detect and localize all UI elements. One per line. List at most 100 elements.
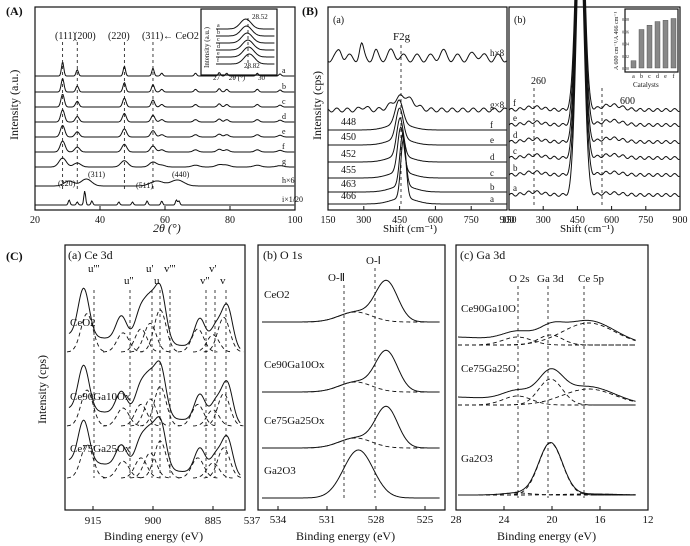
xrd-curve-i×1/20 [35, 190, 295, 206]
inset-series-label-2: c [217, 37, 220, 43]
xrd-curve-g [35, 157, 295, 168]
ratio-inset-xlabel: Catalysts [633, 81, 659, 89]
ratio-bar-label-a: a [632, 74, 635, 80]
ce3d-peak-label-2: u' [146, 263, 154, 275]
raman-curve-f [328, 99, 507, 131]
mark-260: 260 [531, 76, 546, 87]
ba-x-ticklabel-0: 150 [321, 215, 336, 226]
ga3d-curve-0 [458, 319, 636, 341]
o1s-fit-o2-2 [262, 437, 440, 449]
panel-c-b-xlabel: Binding energy (eV) [296, 529, 395, 543]
bb-x-ticklabel-0: 150 [502, 215, 517, 226]
defect-curve-a [508, 0, 680, 198]
ce3d-fit-1-7 [203, 393, 244, 427]
xrd-curve-a [35, 62, 295, 77]
ga3d-sample-0: Ce90Ga10O [461, 303, 516, 315]
ba-x-ticklabel-4: 750 [464, 215, 479, 226]
bb-x-ticklabel-1: 300 [536, 215, 551, 226]
ga3d-fit-0-0 [458, 336, 636, 346]
ce3d-fit-1-4 [140, 385, 180, 427]
panel-c-b-frame [257, 244, 446, 511]
panel-b-a-frame [327, 6, 508, 211]
inset-curve-e [216, 46, 275, 58]
xrd-curve-h×6 [35, 178, 295, 187]
ce3d-fit-2-6 [193, 462, 233, 479]
panel-c-label: (C) [6, 249, 23, 263]
inset-curve-a [216, 18, 275, 30]
o1s-sample-0: CeO2 [264, 289, 290, 301]
ce3d-fit-2-3 [130, 452, 170, 479]
xrd-series-label-4: e [282, 127, 286, 136]
ratio-ytick-0: 0.00 [622, 66, 629, 71]
cc-x-ticklabel-0: 28 [451, 514, 463, 526]
raman-curve-g×8 [327, 94, 507, 113]
inset-tick-27: 27 [213, 74, 221, 82]
ce3d-fit-2-7 [203, 447, 244, 479]
inset-curve-d [216, 39, 275, 51]
panel-c-a-frame [64, 244, 246, 511]
raman-series-label-2: f [490, 120, 493, 130]
ce3d-peak-label-5: v'' [200, 275, 209, 287]
ce5p-label: Ce 5p [578, 273, 604, 285]
panel-b-a-sub: (a) [333, 15, 344, 26]
ce3d-fit-0-2 [120, 328, 161, 353]
o1s-sample-1: Ce90Ga10Ox [264, 359, 325, 371]
o1-label: O-Ⅰ [366, 255, 381, 267]
inset-series-label-0: a [217, 23, 220, 29]
defect-curve-e [508, 0, 680, 128]
a-x-ticklabel-1: 40 [95, 215, 105, 226]
xrd-series-label-8: i×1/20 [282, 195, 303, 204]
ga-peak-511: (511) [136, 181, 153, 190]
raman-series-label-0: h×8 [490, 48, 505, 58]
panel-a-ylabel: Intensity (a.u.) [7, 70, 21, 140]
raman-peak-value-2: 452 [341, 149, 356, 160]
o1s-fit-o2-0 [262, 311, 440, 323]
xrd-series-label-1: b [282, 82, 286, 91]
ratio-bar-label-b: b [640, 74, 643, 80]
o1s-curve-0 [262, 279, 440, 323]
ratio-inset-frame [624, 8, 679, 73]
defect-series-label-3: c [513, 146, 517, 156]
ratio-bar-label-e: e [664, 74, 667, 80]
inset-peak-2852: 28.52 [252, 13, 268, 21]
raman-curve-d [328, 117, 507, 163]
ga-peak-220: (220) [58, 179, 76, 188]
ce3d-curve-1 [68, 360, 241, 424]
inset-series-label-5: f [217, 57, 219, 64]
panel-c-ylabel: Intensity (cps) [35, 355, 49, 424]
inset-curve-f [216, 53, 275, 65]
raman-peak-value-5: 466 [341, 191, 356, 202]
raman-series-label-4: d [490, 152, 495, 162]
panel-c: (C) Intensity (cps) (a) Ce 3d Binding en… [6, 244, 654, 543]
ca-edge-tick: 537 [244, 515, 261, 527]
ratio-ytick-3: 0.06 [622, 29, 629, 34]
xrd-series-label-7: h×6 [282, 176, 295, 185]
ga-peak-311: (311) [88, 170, 105, 179]
ga3d-curve-2 [458, 441, 636, 496]
bb-x-ticklabel-5: 900 [673, 215, 688, 226]
cb-x-ticklabel-2: 528 [368, 514, 385, 526]
ga3d-fit-2-1 [458, 442, 636, 496]
ce3d-fit-0-7 [203, 317, 244, 353]
panel-a-label: (A) [6, 4, 23, 18]
ratio-bar-label-c: c [648, 74, 651, 80]
defect-curve-c [508, 0, 680, 161]
panel-b-a: (B) (a) Intensity (cps) Shift (cm⁻¹) F2g… [302, 4, 515, 235]
panel-b-b-xlabel: Shift (cm⁻¹) [560, 223, 614, 235]
xrd-curve-c [35, 93, 295, 108]
ga-peak-440: (440) [172, 170, 190, 179]
raman-series-label-1: g×8 [490, 100, 505, 110]
cc-x-ticklabel-4: 12 [643, 514, 654, 526]
ce3d-sample-2: Ce75Ga25Ox [70, 443, 131, 455]
ratio-bar-d [654, 21, 661, 69]
ratio-ytick-2: 0.04 [622, 42, 629, 47]
inset-ylabel: Intensity (a.u.) [203, 26, 211, 68]
raman-series-label-7: a [490, 194, 494, 204]
xrd-series-label-2: c [282, 97, 286, 106]
ce3d-fit-1-0 [66, 389, 107, 427]
panel-a-xlabel: 2θ (°) [153, 221, 181, 235]
bb-x-ticklabel-3: 600 [604, 215, 619, 226]
raman-peak-value-4: 463 [341, 179, 356, 190]
ce3d-fit-1-3 [130, 398, 170, 427]
ceo2-label: ← CeO2 [163, 31, 199, 42]
